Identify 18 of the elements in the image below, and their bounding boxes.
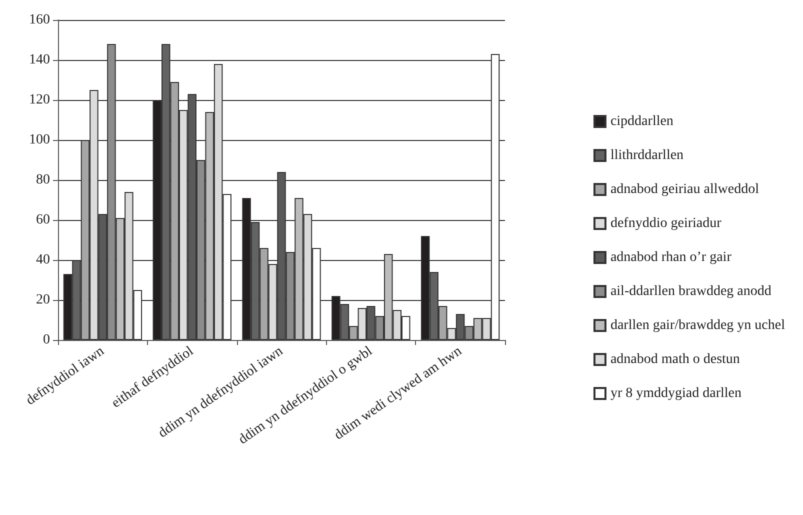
y-tick-label: 40	[36, 252, 50, 268]
y-tick-label: 20	[36, 292, 50, 308]
legend-label: ail-ddarllen brawddeg anodd	[610, 284, 772, 299]
legend-label: adnabod math o destun	[610, 352, 740, 367]
legend-label: llithrddarllen	[610, 148, 684, 163]
y-tick-label: 60	[36, 212, 50, 228]
legend-label: adnabod rhan o’r gair	[610, 250, 732, 265]
y-tick-label: 120	[29, 92, 50, 108]
legend-label: defnyddio geiriadur	[610, 216, 722, 231]
legend-label: darllen gair/brawddeg yn uchel	[610, 318, 786, 333]
legend-label: cipddarllen	[610, 114, 674, 129]
y-tick-label: 160	[29, 12, 50, 28]
y-tick-label: 80	[36, 172, 50, 188]
y-tick-label: 140	[29, 52, 50, 68]
legend-label: yr 8 ymddygiad darllen	[610, 386, 742, 401]
y-tick-label: 0	[43, 332, 50, 348]
y-tick-label: 100	[29, 132, 50, 148]
legend-label: adnabod geiriau allweddol	[610, 182, 760, 197]
